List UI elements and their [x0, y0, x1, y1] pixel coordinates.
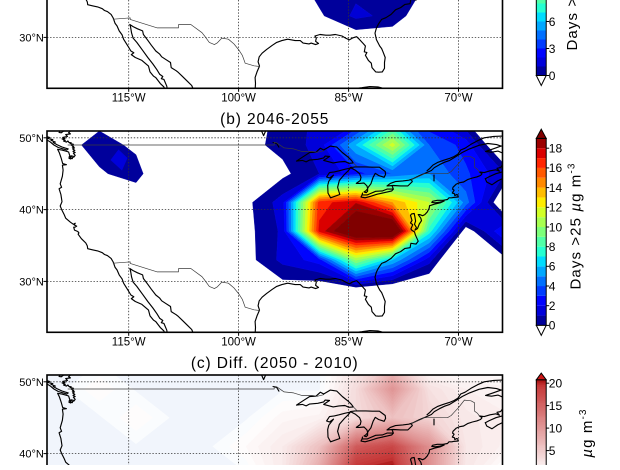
svg-text:115°W: 115°W: [112, 93, 146, 105]
svg-text:0: 0: [549, 319, 556, 333]
svg-text:30°N: 30°N: [19, 32, 44, 44]
svg-text:12: 12: [549, 201, 563, 215]
svg-text:10: 10: [549, 421, 563, 435]
svg-text:30°N: 30°N: [19, 276, 44, 288]
svg-text:4: 4: [549, 279, 556, 293]
svg-text:0: 0: [549, 69, 556, 83]
svg-text:Days >25 µg m-3: Days >25 µg m-3: [563, 0, 581, 51]
svg-text:3: 3: [549, 42, 556, 56]
svg-text:Days >25 µg m-3: Days >25 µg m-3: [567, 162, 585, 289]
svg-text:2: 2: [549, 299, 556, 313]
svg-text:6: 6: [549, 15, 556, 29]
svg-text:(b) 2046-2055: (b) 2046-2055: [220, 111, 329, 128]
svg-text:85°W: 85°W: [334, 337, 362, 349]
svg-text:16: 16: [549, 161, 563, 175]
svg-text:100°W: 100°W: [221, 337, 256, 349]
svg-text:70°W: 70°W: [444, 337, 472, 349]
svg-text:15: 15: [549, 399, 563, 413]
svg-text:50°N: 50°N: [19, 377, 44, 389]
svg-text:(c) Diff. (2050 - 2010): (c) Diff. (2050 - 2010): [191, 355, 359, 372]
svg-text:100°W: 100°W: [221, 93, 256, 105]
svg-text:5: 5: [549, 444, 556, 458]
svg-text:40°N: 40°N: [19, 205, 44, 217]
svg-text:20: 20: [549, 377, 563, 391]
svg-text:40°N: 40°N: [19, 449, 44, 461]
svg-text:14: 14: [549, 181, 563, 195]
svg-text:50°N: 50°N: [19, 133, 44, 145]
svg-text:85°W: 85°W: [334, 93, 362, 105]
svg-text:10: 10: [549, 220, 563, 234]
svg-text:µg m-3: µg m-3: [578, 408, 596, 457]
svg-text:70°W: 70°W: [444, 93, 472, 105]
svg-text:8: 8: [549, 240, 556, 254]
svg-text:18: 18: [549, 142, 563, 156]
svg-text:115°W: 115°W: [112, 337, 146, 349]
svg-text:6: 6: [549, 260, 556, 274]
